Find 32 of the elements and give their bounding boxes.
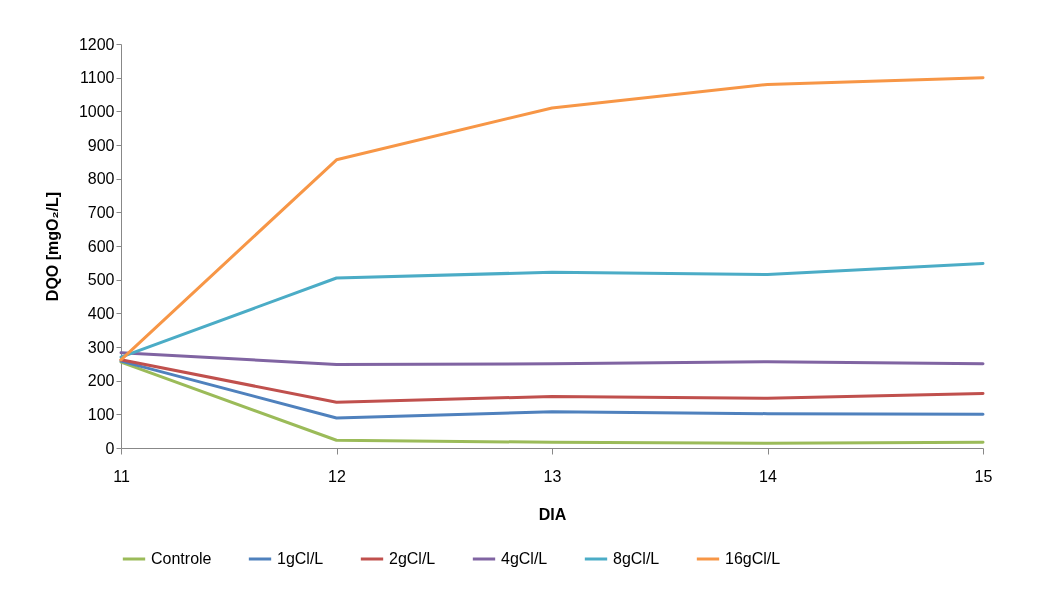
y-tick-label: 700 <box>87 203 115 221</box>
y-tick-label: 500 <box>87 271 115 289</box>
line-series <box>119 76 985 362</box>
y-tick-label: 200 <box>87 372 115 390</box>
legend-label: 4gCl/L <box>501 550 548 567</box>
y-tick-label: 400 <box>87 304 115 322</box>
y-tick-label: 100 <box>87 405 115 423</box>
y-tick-label: 1000 <box>78 102 115 120</box>
x-axis-title: DIA <box>538 505 567 523</box>
x-tick-label: 14 <box>759 467 777 485</box>
legend-label: 1gCl/L <box>277 550 324 567</box>
y-tick-label: 900 <box>87 136 115 154</box>
x-tick-label: 12 <box>328 467 346 485</box>
line-series <box>119 360 985 445</box>
y-tick-label: 300 <box>87 338 115 356</box>
line-series <box>119 359 985 420</box>
x-tick-label: 11 <box>113 467 130 485</box>
y-axis-title: DQO [mgO₂/L] <box>43 191 61 302</box>
line-series <box>119 358 985 404</box>
y-tick-label: 800 <box>87 170 115 188</box>
legend-label: 2gCl/L <box>389 550 436 567</box>
x-tick-label: 13 <box>543 467 562 485</box>
legend-label: 16gCl/L <box>725 550 781 567</box>
line-series <box>119 262 985 359</box>
x-tick-label: 15 <box>974 467 993 485</box>
legend-label: 8gCl/L <box>613 550 660 567</box>
y-tick-label: 1200 <box>78 35 115 53</box>
legend-label: Controle <box>151 550 212 567</box>
y-tick-label: 1100 <box>80 69 115 87</box>
y-tick-label: 600 <box>87 237 115 255</box>
y-tick-label: 0 <box>105 439 115 457</box>
line-series <box>119 351 985 367</box>
